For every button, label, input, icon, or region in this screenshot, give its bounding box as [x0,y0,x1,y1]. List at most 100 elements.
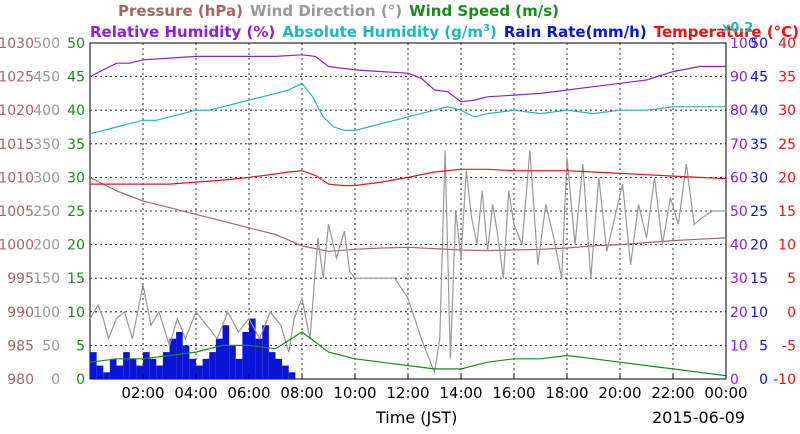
y-tick-label: 50 [750,36,768,52]
rain-bar [149,358,157,379]
y-tick-label: 1000 [0,238,34,254]
rain-bar [249,318,256,379]
y-tick-label: 15 [778,204,796,220]
rain-bar [136,365,143,379]
x-tick-label: 00:00 [704,384,747,402]
y-tick-label: 1005 [0,204,34,220]
y-tick-label: 25 [67,204,85,220]
y-tick-label: 985 [7,338,34,354]
y-tick-label: 5 [76,338,85,354]
x-tick-label: 12:00 [386,384,429,402]
x-tick-label: 20:00 [598,384,641,402]
y-tick-label: 0 [730,372,739,388]
legend-entry: Wind Speed (m/s) [409,2,560,20]
rain-bar [202,358,210,379]
scale-note-text: x0.2 [722,21,754,36]
y-tick-label: 100 [33,305,60,321]
rain-bar [222,325,230,379]
x-tick-label: 10:00 [333,384,376,402]
date-label: 2015-06-09 [652,408,745,427]
y-tick-label: 50 [730,204,748,220]
y-tick-label: 40 [67,103,85,119]
rain-bar [169,338,177,379]
series-line [89,331,727,377]
x-tick-label: 14:00 [439,384,482,402]
y-tick-label: 500 [33,36,60,52]
y-tick-label: 50 [67,36,85,52]
y-tick-label: 45 [750,70,768,86]
y-tick-label: 20 [730,305,748,321]
y-tick-label: 20 [750,238,768,254]
legend-entry-superscript: 3 [483,23,490,34]
rain-bar [162,352,170,379]
y-tick-label: 40 [750,103,768,119]
y-tick-label: 10 [67,305,85,321]
y-tick-label: 40 [730,238,748,254]
y-tick-label: 980 [7,372,34,388]
x-tick-label: 16:00 [492,384,535,402]
rain-bar [275,358,283,379]
y-tick-label: 1010 [0,170,34,186]
x-axis: 02:00 04:00 06:00 08:00 10:00 12:00 14:00 16:00… [121,374,748,402]
rain-bar [242,331,249,379]
rain-bar [109,358,117,379]
rain-bar [255,338,263,379]
y-tick-label: 40 [778,36,796,52]
y-tick-label: 60 [730,170,748,186]
rain-bar [209,352,216,379]
legend-entry: Pressure (hPa) [118,2,243,20]
y-tick-label: 350 [33,137,60,153]
rain-bar [235,358,243,379]
x-tick-label: 08:00 [280,384,323,402]
rain-bar [196,365,203,379]
rain-bar [288,372,296,379]
y-tick-label: 100 [730,36,757,52]
y-tick-label: 20 [778,170,796,186]
legend-items-2: Relative Humidity (%) Absolute Humidity (… [90,23,800,41]
y-tick-label: 10 [750,305,768,321]
rain-bar [182,345,190,379]
y-tick-label: 10 [778,238,796,254]
legend-entry: Wind Direction (°) [250,2,403,20]
rain-bar [268,352,276,379]
y-tick-label: 30 [730,271,748,287]
y-tick-label: 25 [778,137,796,153]
x-axis-label-text: Time (JST) [376,408,458,427]
rain-bar [282,365,289,379]
rain-bars [90,318,296,379]
y-tick-label: 1020 [0,103,34,119]
y-tick-label: 35 [67,137,85,153]
y-tick-label: 80 [730,103,748,119]
x-axis-label: Time (JST) [376,408,457,427]
y-tick-label: 45 [67,70,85,86]
series-line [89,176,727,252]
y-tick-label: 10 [730,338,748,354]
legend-items-1: Pressure (hPa) Wind Direction (°) Wind Spe… [118,2,566,20]
x-tick-label: 06:00 [227,384,270,402]
y-tick-label: -5 [782,338,796,354]
rain-bar [229,345,236,379]
y-tick-label: 35 [750,137,768,153]
rain-bar [123,352,130,379]
series-lines [89,54,727,377]
scale-note: x0.2 [722,20,753,38]
y-tick-label: 0 [76,372,85,388]
legend-entry: Relative Humidity (%) [90,23,276,41]
rain-bar [96,365,104,379]
y-tick-label: 20 [67,238,85,254]
y-tick-label: 15 [67,271,85,287]
rain-bar [189,358,196,379]
legend-entry: Rain Rate(mm/h) [503,23,647,41]
rain-bar [262,325,269,379]
rain-bar [103,372,110,379]
series-line [89,82,726,135]
x-tick-label: 18:00 [545,384,588,402]
rain-bar [116,365,124,379]
rain-bar [156,365,163,379]
date-label-text: 2015-06-09 [652,408,745,427]
y-tick-label: 150 [33,271,60,287]
legend-entry: Absolute Humidity (g/m3) [282,23,497,41]
y-tick-label: 50 [42,338,60,354]
y-tick-label: 35 [778,70,796,86]
